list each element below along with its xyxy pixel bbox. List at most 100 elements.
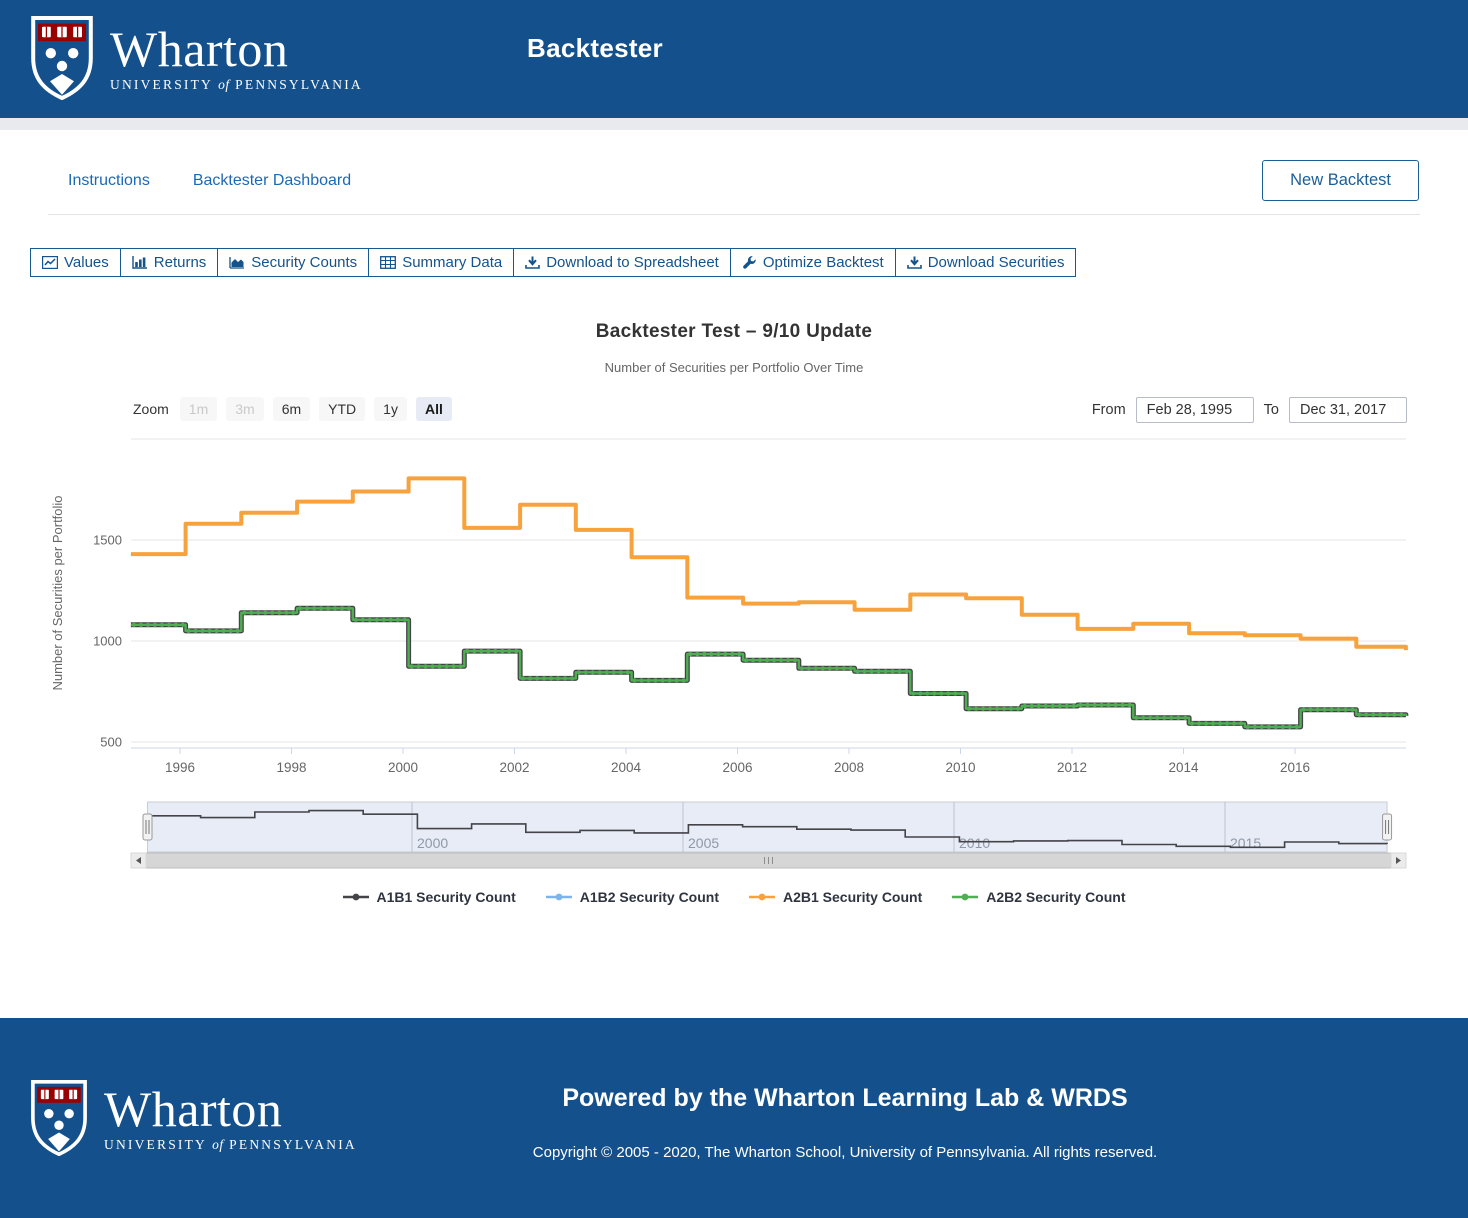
series-a2b1-line: [130, 476, 1408, 651]
marker-dot: [883, 669, 888, 674]
marker-dot: [765, 658, 770, 663]
nav-link-instructions[interactable]: Instructions: [68, 171, 150, 189]
date-range: From To: [1092, 397, 1407, 423]
secondary-nav: Instructions Backtester Dashboard New Ba…: [68, 160, 1419, 201]
marker-dot: [1301, 707, 1306, 712]
marker-dot: [207, 628, 212, 633]
view-toolbar: Values Returns Security Counts Summary D…: [30, 248, 1077, 277]
marker-dot: [702, 652, 707, 657]
chart-legend: A1B1 Security Count A1B2 Security Count …: [0, 889, 1468, 905]
zoom-button-1y[interactable]: 1y: [374, 397, 407, 421]
new-backtest-button[interactable]: New Backtest: [1262, 160, 1419, 201]
marker-dot: [319, 606, 324, 611]
marker-dot: [723, 652, 728, 657]
marker-dot: [1245, 724, 1250, 729]
marker-dot: [1350, 707, 1355, 712]
marker-dot: [667, 678, 672, 683]
download-icon: [906, 256, 922, 269]
marker-dot: [1343, 707, 1348, 712]
marker-dot: [242, 610, 247, 615]
marker-dot: [270, 610, 275, 615]
marker-dot: [193, 628, 198, 633]
scrollbar-right-arrow[interactable]: [1390, 852, 1407, 869]
marker-dot: [1120, 702, 1125, 708]
footer-text: Powered by the Wharton Learning Lab & WR…: [500, 1084, 1190, 1161]
marker-dot: [632, 678, 637, 683]
securities-chart[interactable]: 500 1000 1500 Number of Securities per Port…: [0, 431, 1468, 871]
marker-dot: [744, 658, 749, 663]
marker-dot: [953, 691, 958, 696]
chart-subtitle: Number of Securities per Portfolio Over …: [604, 360, 864, 375]
zoom-button-6m[interactable]: 6m: [272, 397, 311, 421]
marker-dot: [458, 664, 463, 669]
marker-dot: [173, 622, 178, 627]
navigator-handle-left[interactable]: [142, 813, 153, 841]
to-date-input[interactable]: [1289, 397, 1407, 423]
marker-dot: [1050, 703, 1055, 709]
marker-dot: [709, 652, 714, 657]
y-axis-label: 500: [100, 735, 122, 750]
legend-marker-icon: [342, 893, 369, 901]
marker-dot: [834, 666, 839, 671]
tab-optimize-backtest[interactable]: Optimize Backtest: [729, 248, 896, 277]
footer-wharton-logo: Wharton University of Pennsylvania: [30, 1068, 357, 1168]
marker-dot: [1169, 715, 1174, 720]
tab-values[interactable]: Values: [30, 248, 121, 277]
zoom-button-ytd[interactable]: YTD: [319, 397, 366, 421]
x-axis-label: 2012: [1057, 760, 1087, 775]
marker-dot: [653, 678, 658, 683]
marker-dot: [1071, 703, 1076, 709]
marker-dot: [284, 610, 289, 615]
tab-download-securities[interactable]: Download Securities: [894, 248, 1077, 277]
marker-dot: [256, 610, 261, 615]
legend-item-a1b1[interactable]: A1B1 Security Count: [342, 889, 516, 905]
tab-label: Download to Spreadsheet: [546, 254, 719, 271]
nav-link-backtester-dashboard[interactable]: Backtester Dashboard: [192, 171, 352, 189]
marker-dot: [813, 666, 818, 671]
marker-dot: [786, 658, 791, 663]
marker-dot: [1280, 724, 1285, 729]
marker-dot: [291, 610, 296, 615]
legend-item-a2b2[interactable]: A2B2 Security Count: [952, 889, 1126, 905]
navigator-series-line: [147, 809, 1388, 849]
tab-security-counts[interactable]: Security Counts: [217, 248, 370, 277]
x-axis-label: 2004: [611, 760, 642, 775]
tab-download-to-spreadsheet[interactable]: Download to Spreadsheet: [513, 248, 731, 277]
x-axis-label: 1996: [165, 760, 195, 775]
marker-dot: [305, 606, 310, 611]
marker-dot: [1294, 724, 1299, 729]
range-selector: Zoom 1m 3m 6m YTD 1y All: [133, 397, 452, 421]
marker-dot: [897, 669, 902, 674]
legend-item-a1b2[interactable]: A1B2 Security Count: [545, 889, 719, 905]
zoom-button-all[interactable]: All: [415, 397, 452, 421]
marker-dot: [855, 669, 860, 674]
from-date-input[interactable]: [1135, 397, 1254, 423]
scrollbar-left-arrow[interactable]: [130, 852, 147, 869]
marker-dot: [416, 664, 421, 669]
marker-dot: [1113, 702, 1118, 708]
tab-summary-data[interactable]: Summary Data: [368, 248, 515, 277]
marker-dot: [1064, 703, 1069, 709]
chart-controls: Zoom 1m 3m 6m YTD 1y All From To: [0, 397, 1468, 425]
legend-label: A2B1 Security Count: [783, 889, 923, 905]
marker-dot: [772, 658, 777, 663]
marker-dot: [1329, 707, 1334, 712]
marker-dot: [1364, 712, 1369, 717]
marker-dot: [925, 691, 930, 696]
marker-dot: [1099, 702, 1104, 708]
marker-dot: [995, 706, 1000, 711]
page-title: Backtester: [527, 33, 663, 63]
tab-returns[interactable]: Returns: [119, 248, 219, 277]
marker-dot: [981, 706, 986, 711]
powered-by-text: Powered by the Wharton Learning Lab & WR…: [562, 1084, 1128, 1112]
marker-dot: [618, 670, 623, 675]
y-axis-label: 1500: [93, 533, 122, 548]
marker-dot: [932, 691, 937, 696]
marker-dot: [1155, 715, 1160, 720]
marker-dot: [138, 622, 143, 627]
legend-item-a2b1[interactable]: A2B1 Security Count: [749, 889, 922, 905]
marker-dot: [437, 664, 442, 669]
marker-dot: [793, 658, 798, 663]
marker-dot: [249, 610, 254, 615]
navigator-handle-right[interactable]: [1382, 813, 1393, 841]
